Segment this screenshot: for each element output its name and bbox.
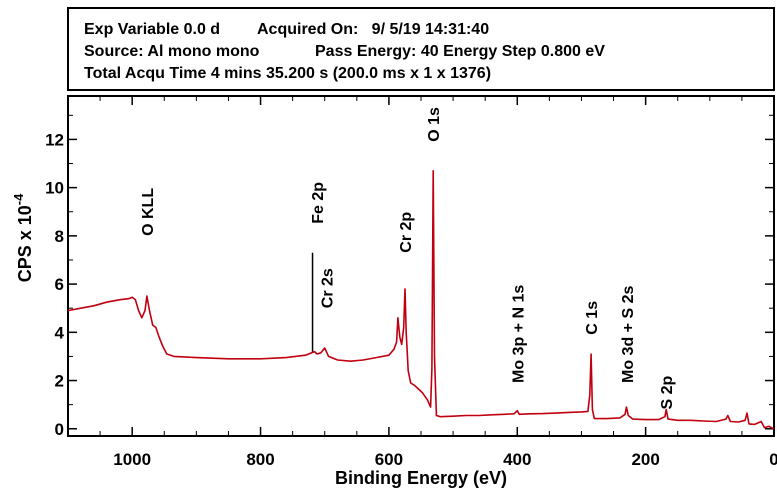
peak-label: O 1s xyxy=(426,107,443,142)
series-layer xyxy=(67,170,775,430)
spectrum-line xyxy=(67,170,775,430)
header-box: Exp Variable 0.0 d Acquired On: 9/ 5/19 … xyxy=(67,7,775,91)
peak-label: C 1s xyxy=(584,301,601,335)
exp-variable: Exp Variable 0.0 d xyxy=(84,21,220,38)
x-tick-label: 600 xyxy=(375,450,403,469)
total-acq-time: Total Acqu Time 4 mins 35.200 s (200.0 m… xyxy=(84,65,491,82)
peak-label: O KLL xyxy=(140,188,157,236)
y-axis-title-exponent: -4 xyxy=(11,193,26,205)
y-axis-title-main: CPS x 10 xyxy=(15,205,35,282)
pass-energy-text: Pass Energy: 40 Energy Step 0.800 eV xyxy=(315,43,605,60)
peak-label: Cr 2p xyxy=(398,212,415,253)
y-tick-label: 12 xyxy=(45,130,64,149)
x-tick-label: 0 xyxy=(769,450,777,469)
peak-annotations: O KLL Fe 2p Cr 2s Cr 2p O 1s Mo 3p + N 1s C 1s… xyxy=(140,107,676,409)
peak-label: Cr 2s xyxy=(320,268,337,308)
x-tick-label: 400 xyxy=(503,450,531,469)
x-tick-label: 800 xyxy=(246,450,274,469)
peak-label: S 2p xyxy=(659,375,676,409)
x-tick-label: 1000 xyxy=(113,450,151,469)
y-axis-title: CPS x 10-4 xyxy=(11,193,35,282)
y-tick-label: 4 xyxy=(55,323,65,342)
x-tick-label: 200 xyxy=(631,450,659,469)
axis-ticks xyxy=(67,96,775,436)
y-tick-label: 10 xyxy=(45,179,64,198)
x-axis-title: Binding Energy (eV) xyxy=(335,468,507,488)
peak-label: Mo 3d + S 2s xyxy=(620,286,637,383)
peak-label: Mo 3p + N 1s xyxy=(510,285,527,383)
y-tick-label: 8 xyxy=(55,227,64,246)
y-tick-label: 0 xyxy=(55,420,64,439)
acquired-on: Acquired On: 9/ 5/19 14:31:40 xyxy=(257,21,489,38)
peak-label: Fe 2p xyxy=(310,182,327,224)
header-frame xyxy=(67,7,775,91)
y-tick-label: 2 xyxy=(55,372,64,391)
tick-labels: 1000 800 600 400 200 0 0 2 4 6 8 10 12 xyxy=(45,130,777,469)
y-tick-label: 6 xyxy=(55,275,64,294)
source-text: Source: Al mono mono xyxy=(84,43,260,60)
